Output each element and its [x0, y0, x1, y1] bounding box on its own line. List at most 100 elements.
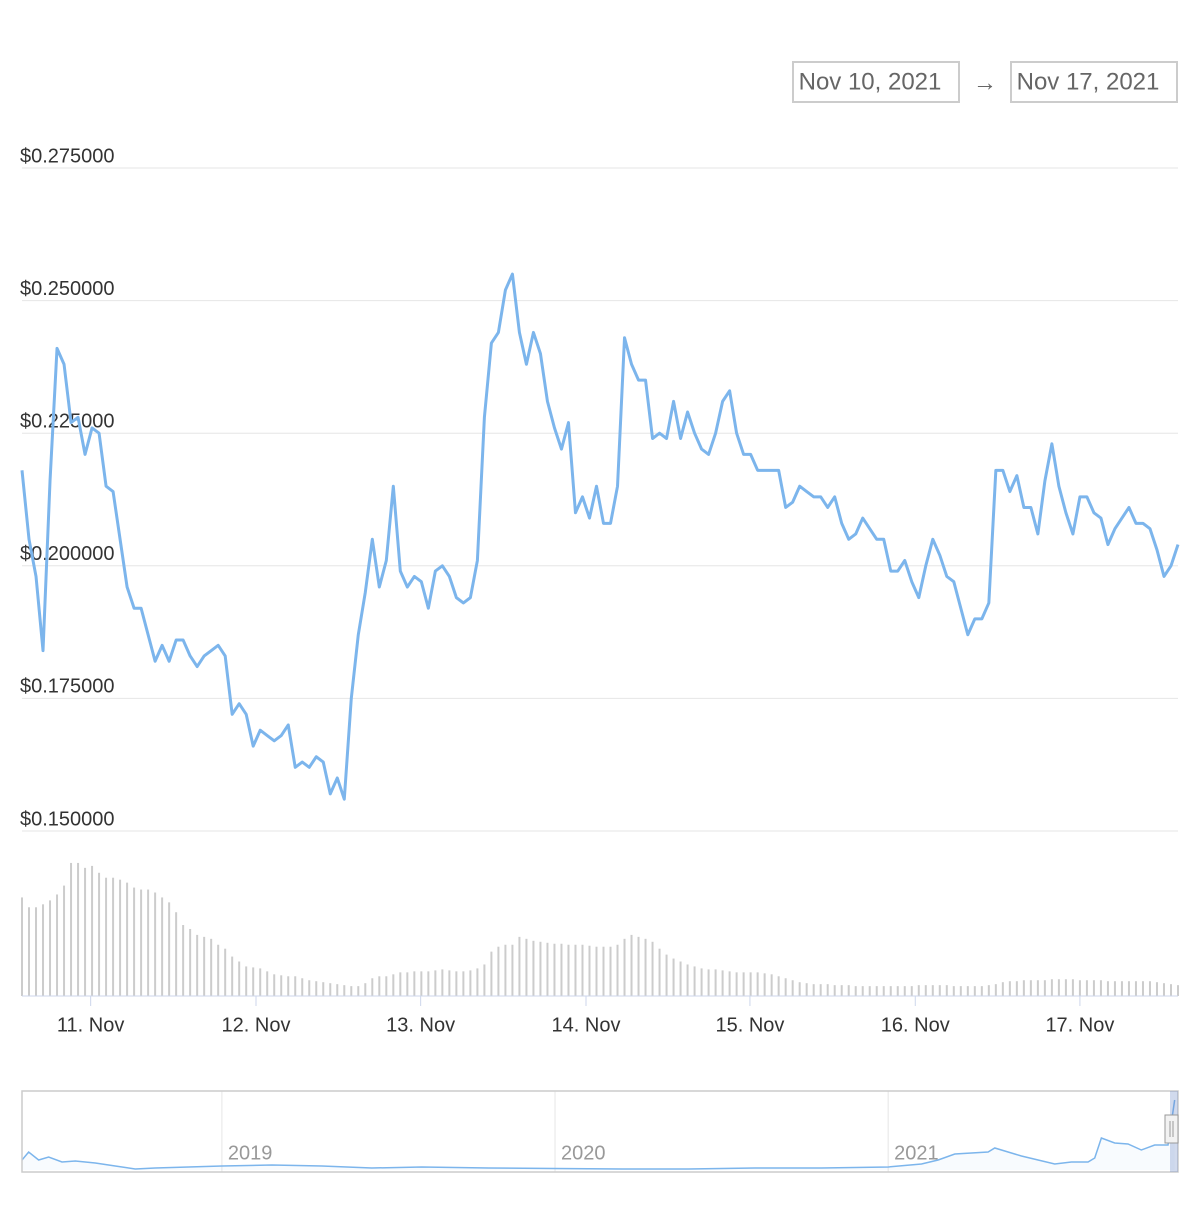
volume-bar [966, 986, 969, 996]
navigator-tick-label: 2020 [561, 1142, 606, 1164]
navigator-tick-label: 2019 [228, 1142, 272, 1164]
volume-bar [119, 879, 122, 996]
y-tick-label: $0.175000 [20, 676, 115, 698]
range-from[interactable]: Nov 10, 2021 [799, 68, 942, 95]
range-to[interactable]: Nov 17, 2021 [1017, 68, 1160, 95]
y-tick-label: $0.250000 [20, 278, 115, 300]
volume-bar [1134, 981, 1137, 996]
volume-bar [910, 986, 913, 996]
volume-bar [1050, 979, 1053, 996]
volume-bar [714, 969, 717, 996]
volume-bar [665, 954, 668, 996]
volume-bar [777, 976, 780, 996]
volume-bar [28, 907, 31, 996]
volume-bar [959, 986, 962, 996]
volume-bar [98, 872, 101, 996]
volume-bar [987, 985, 990, 996]
volume-bar [1162, 983, 1165, 996]
volume-bar [854, 986, 857, 996]
volume-bar [1141, 981, 1144, 996]
volume-bar [644, 938, 647, 996]
volume-bar [126, 882, 129, 996]
volume-bar [182, 925, 185, 996]
y-tick-label: $0.200000 [20, 543, 115, 565]
volume-bar [1064, 979, 1067, 996]
volume-bar [553, 943, 556, 996]
volume-bar [973, 986, 976, 996]
volume-bar [280, 975, 283, 996]
volume-bar [168, 902, 171, 996]
volume-bar [112, 877, 115, 996]
volume-bar [448, 970, 451, 996]
volume-bar [525, 938, 528, 996]
volume-bar [945, 985, 948, 996]
volume-bar [63, 885, 66, 996]
volume-bar [1127, 981, 1130, 996]
range-from-box[interactable] [792, 61, 960, 103]
volume-bar [224, 948, 227, 996]
volume-bar [840, 985, 843, 996]
x-tick-label: 14. Nov [552, 1014, 621, 1036]
volume-bar [1043, 980, 1046, 996]
volume-bar [1036, 980, 1039, 996]
price-line [20, 272, 1180, 801]
volume-bar [1148, 981, 1151, 996]
volume-bar [672, 958, 675, 996]
volume-bar [91, 865, 94, 996]
volume-bar [238, 961, 241, 996]
volume-bar [322, 982, 325, 996]
volume-bar [630, 934, 633, 996]
range-separator: → [973, 69, 997, 96]
volume-bar [609, 946, 612, 996]
volume-bar [1120, 981, 1123, 996]
navigator-handle[interactable] [1164, 1114, 1179, 1144]
volume-bar [658, 948, 661, 996]
volume-bar [819, 984, 822, 996]
volume-bar [455, 971, 458, 996]
volume-bar [1015, 981, 1018, 996]
volume-bar [833, 985, 836, 996]
x-tick-label: 16. Nov [881, 1014, 950, 1036]
volume-bar [567, 944, 570, 996]
volume-bar [364, 983, 367, 996]
volume-bar [196, 934, 199, 996]
volume-bar [574, 944, 577, 996]
volume-bar [1022, 980, 1025, 996]
volume-bar [35, 907, 38, 996]
volume-bar [868, 986, 871, 996]
range-to-box[interactable] [1010, 61, 1178, 103]
volume-bar [882, 986, 885, 996]
volume-bar [903, 986, 906, 996]
y-tick-label: $0.150000 [20, 808, 115, 830]
volume-bar [623, 938, 626, 996]
volume-bar [315, 981, 318, 996]
volume-bar [476, 968, 479, 996]
volume-bar [1099, 980, 1102, 996]
volume-bar [385, 976, 388, 996]
volume-bar [406, 972, 409, 996]
volume-bar [42, 904, 45, 996]
volume-bar [469, 970, 472, 996]
volume-bar [70, 862, 73, 996]
volume-bar [21, 897, 23, 996]
volume-bar [616, 944, 619, 996]
volume-bar [378, 976, 381, 996]
volume-bar [588, 945, 591, 996]
volume-bar [1008, 981, 1011, 996]
volume-bar [679, 961, 682, 996]
volume-bar [357, 986, 360, 996]
volume-bar [889, 986, 892, 996]
volume-bar [770, 974, 773, 996]
volume-bar [504, 944, 507, 996]
volume-bar [917, 985, 920, 996]
volume-bar [742, 972, 745, 996]
volume-bar [539, 941, 542, 996]
volume-bar [1071, 979, 1074, 996]
volume-bar [399, 972, 402, 996]
volume-bar [77, 862, 80, 996]
volume-bar [602, 946, 605, 996]
volume-bar [483, 964, 486, 996]
volume-bar [84, 867, 87, 996]
